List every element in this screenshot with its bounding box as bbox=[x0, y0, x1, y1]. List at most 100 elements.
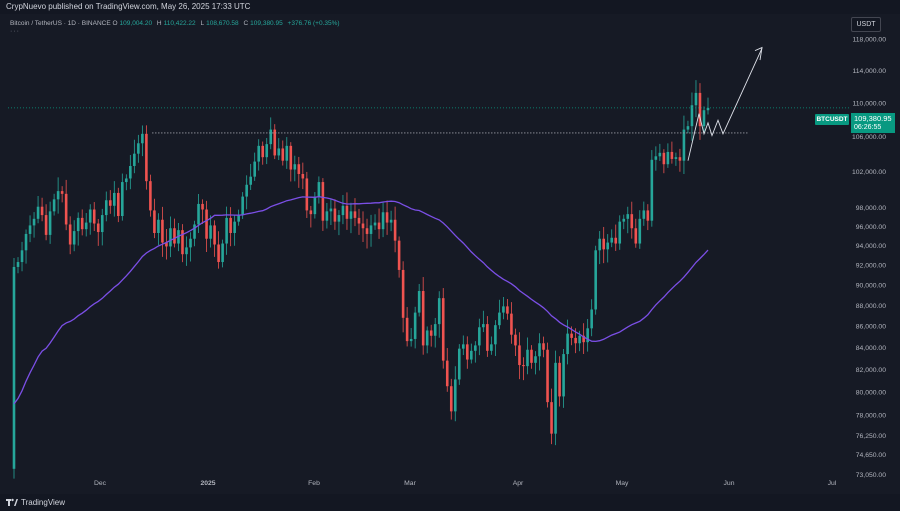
candle-body bbox=[486, 324, 489, 351]
candle bbox=[261, 141, 265, 165]
candle bbox=[145, 125, 148, 190]
candle bbox=[461, 335, 465, 356]
candle bbox=[313, 192, 317, 219]
candle bbox=[309, 205, 313, 228]
candle-body bbox=[542, 343, 545, 350]
candle-body bbox=[333, 208, 337, 222]
candle-body bbox=[598, 238, 601, 251]
candle-body bbox=[538, 343, 541, 357]
candle bbox=[285, 137, 289, 169]
candle bbox=[153, 198, 156, 239]
candle-body bbox=[325, 211, 329, 221]
candle bbox=[68, 216, 72, 255]
candle bbox=[690, 92, 694, 141]
candle bbox=[337, 210, 341, 236]
currency-button[interactable]: USDT bbox=[851, 17, 881, 32]
candle-body bbox=[365, 228, 369, 234]
candle-body bbox=[277, 148, 281, 156]
candle bbox=[598, 231, 601, 265]
candle bbox=[433, 317, 437, 348]
candle bbox=[425, 326, 429, 354]
candle bbox=[401, 261, 405, 333]
candle-body bbox=[52, 199, 56, 212]
y-tick-label: 73,050.00 bbox=[856, 472, 886, 479]
candle-body bbox=[377, 222, 381, 230]
candle bbox=[526, 337, 529, 375]
candle bbox=[125, 174, 128, 191]
candle-body bbox=[678, 157, 682, 161]
candle bbox=[40, 197, 44, 222]
candle-body bbox=[301, 173, 305, 179]
candle bbox=[189, 232, 192, 262]
candle-body bbox=[329, 208, 333, 212]
candle-body bbox=[121, 182, 124, 217]
high-label: H bbox=[156, 20, 162, 27]
candle bbox=[76, 212, 80, 246]
candle bbox=[457, 344, 461, 385]
candle-body bbox=[321, 182, 325, 221]
candle-body bbox=[506, 306, 509, 314]
candle-body bbox=[153, 210, 156, 233]
price-chart[interactable]: 118,000.00 114,000.00 110,000.00 106,000.00… bbox=[0, 14, 900, 494]
candle bbox=[64, 179, 68, 231]
candle-body bbox=[510, 313, 513, 335]
x-tick-label: Apr bbox=[513, 480, 524, 487]
candle-body bbox=[197, 203, 200, 225]
candle bbox=[197, 193, 200, 233]
candle-body bbox=[56, 191, 60, 200]
chart-frame[interactable]: 118,000.00 114,000.00 110,000.00 106,000.00… bbox=[0, 14, 900, 494]
candle bbox=[562, 349, 565, 408]
candle-body bbox=[237, 215, 240, 222]
candle-body bbox=[546, 349, 549, 403]
time-axis: Dec 2025 Feb Mar Apr May Jun Jul bbox=[94, 480, 837, 487]
candle-body bbox=[666, 151, 670, 165]
candle-body bbox=[461, 344, 465, 349]
candle bbox=[514, 328, 517, 356]
candle bbox=[522, 357, 525, 381]
candle-body bbox=[622, 218, 626, 222]
candle-body bbox=[606, 242, 610, 250]
candle bbox=[36, 195, 40, 224]
candle bbox=[385, 200, 389, 235]
candle bbox=[482, 310, 485, 333]
candle-body bbox=[349, 211, 353, 219]
open-value: 109,004.20 bbox=[119, 20, 153, 27]
x-tick-label: Feb bbox=[308, 480, 320, 487]
candle-body bbox=[257, 145, 261, 162]
candle-body bbox=[281, 148, 285, 161]
candle-body bbox=[409, 338, 413, 342]
candle bbox=[365, 218, 369, 249]
symbol-title: Bitcoin / TetherUS · 1D · BINANCE bbox=[10, 20, 111, 27]
candle bbox=[349, 202, 353, 234]
candle bbox=[100, 208, 104, 246]
candle-body bbox=[634, 228, 638, 244]
candle bbox=[662, 149, 666, 174]
candle-body bbox=[293, 164, 297, 170]
candle-body bbox=[582, 335, 585, 343]
candle bbox=[449, 378, 453, 420]
candle-body bbox=[145, 133, 148, 182]
candle bbox=[550, 388, 553, 445]
symbol-legend[interactable]: Bitcoin / TetherUS · 1D · BINANCE O 109,0… bbox=[10, 20, 343, 27]
candle-body bbox=[36, 206, 40, 219]
candle bbox=[658, 143, 662, 161]
candle-body bbox=[361, 223, 365, 229]
candle bbox=[80, 209, 84, 236]
candle-body bbox=[233, 221, 236, 233]
candle-body bbox=[401, 269, 405, 318]
candle-body bbox=[562, 354, 565, 397]
candle bbox=[634, 218, 638, 248]
candle-body bbox=[566, 333, 569, 355]
candle-body bbox=[526, 349, 529, 367]
candle bbox=[413, 306, 417, 349]
candle-body bbox=[389, 219, 393, 223]
candle bbox=[546, 342, 549, 408]
candle bbox=[618, 215, 622, 250]
more-options-icon[interactable]: ··· bbox=[10, 28, 20, 35]
y-tick-label: 76,250.00 bbox=[856, 433, 886, 440]
candle bbox=[478, 318, 481, 356]
tradingview-logo[interactable]: TradingView bbox=[6, 497, 65, 507]
candle bbox=[558, 356, 561, 407]
candle bbox=[329, 199, 333, 225]
candle-body bbox=[341, 205, 345, 216]
